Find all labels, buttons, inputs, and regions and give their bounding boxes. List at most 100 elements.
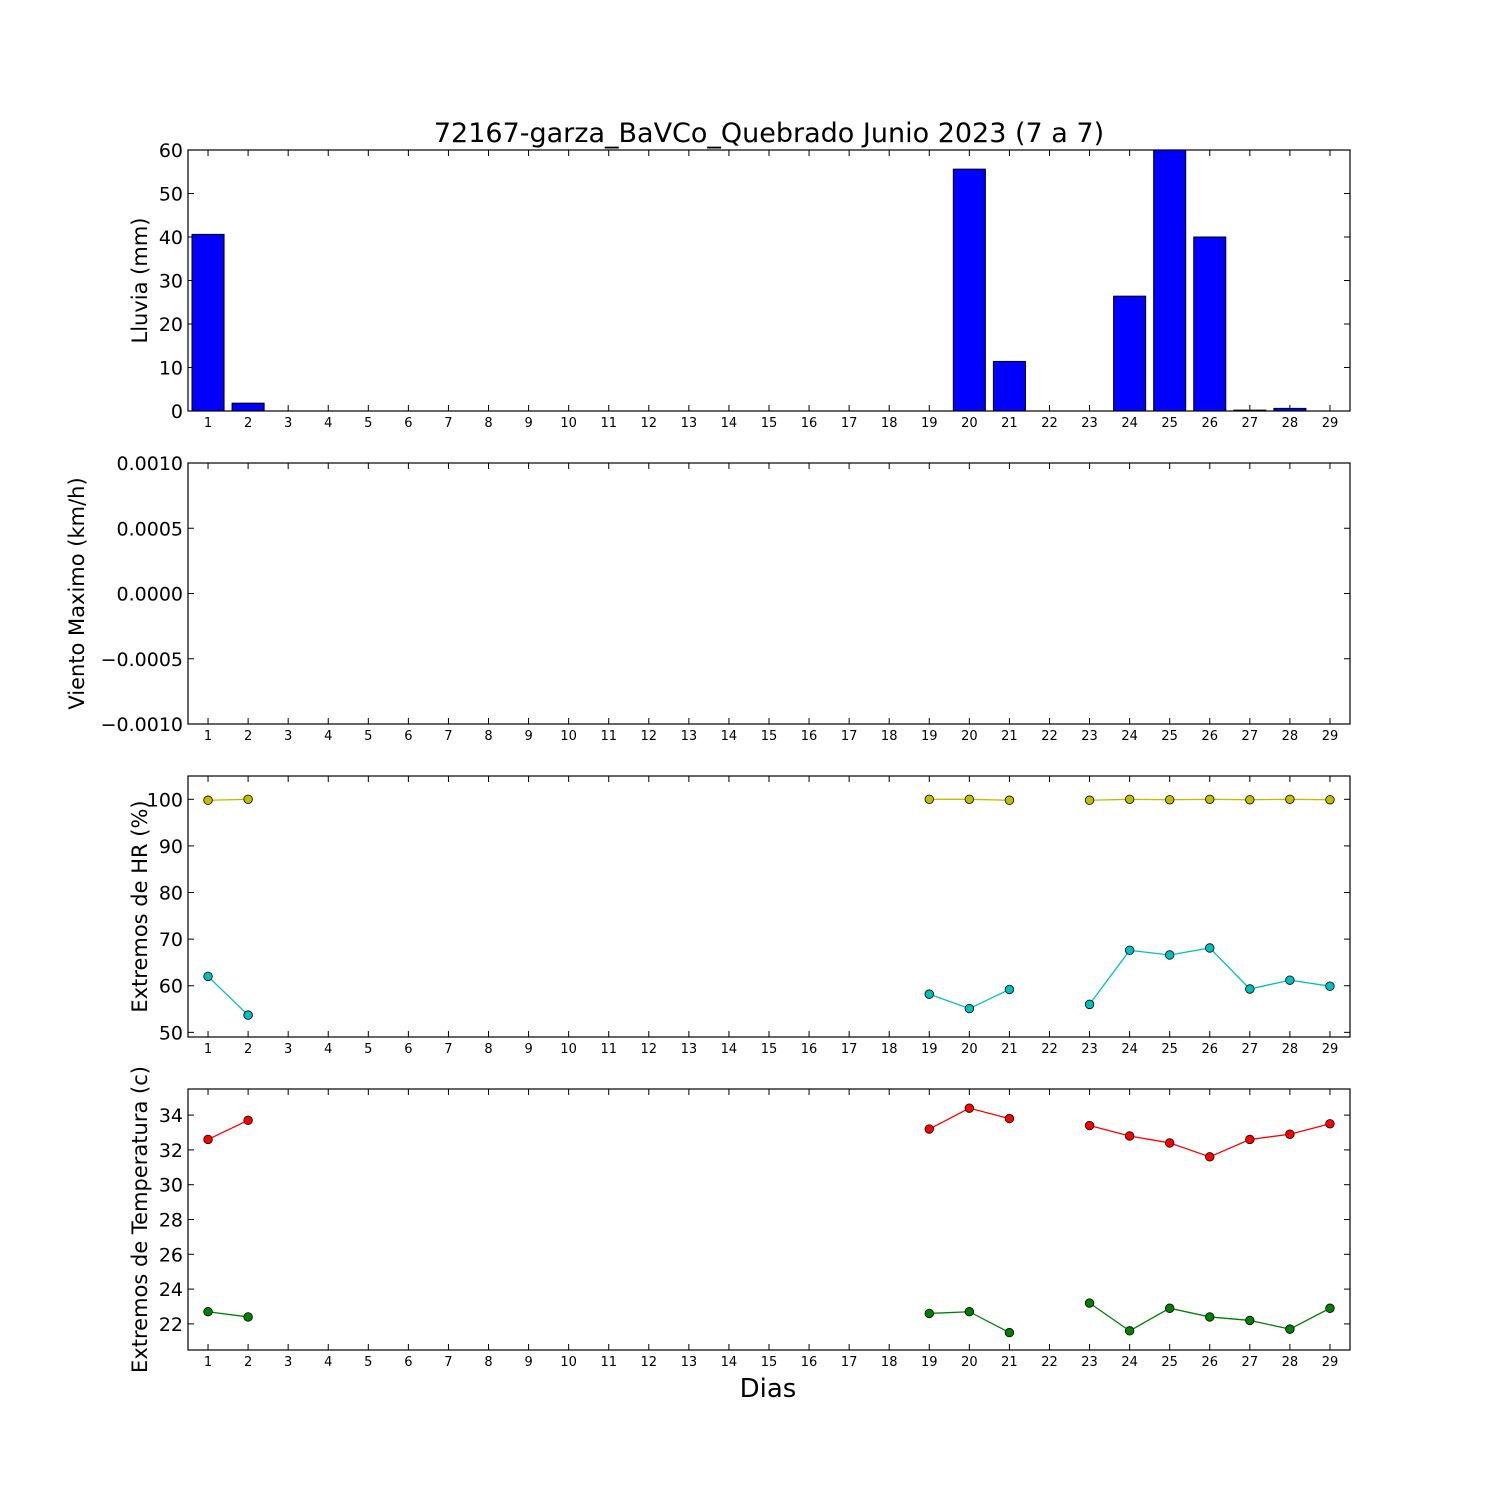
x-tick-label: 20 xyxy=(961,729,978,744)
y-tick-label: 0.0000 xyxy=(117,584,183,606)
x-tick-label: 28 xyxy=(1282,1355,1299,1370)
x-tick-label: 14 xyxy=(721,1355,738,1370)
x-tick-label: 14 xyxy=(721,729,738,744)
hr_min-point xyxy=(1084,999,1095,1010)
x-tick-label: 1 xyxy=(204,1042,212,1057)
x-tick-label: 9 xyxy=(524,1355,532,1370)
y-tick-label: 60 xyxy=(159,976,183,998)
x-tick-label: 7 xyxy=(444,1042,452,1057)
y-tick-label: 70 xyxy=(159,929,183,951)
x-tick-label: 27 xyxy=(1242,416,1259,431)
x-tick-label: 5 xyxy=(364,416,372,431)
y-tick-label: 80 xyxy=(159,883,183,905)
temp_min-point xyxy=(924,1308,934,1319)
y-tick-label: 20 xyxy=(159,314,183,336)
x-tick-label: 26 xyxy=(1201,1355,1218,1370)
x-tick-label: 6 xyxy=(404,416,412,431)
x-tick-label: 3 xyxy=(284,1355,292,1370)
y-tick-label: 50 xyxy=(159,1022,183,1044)
x-tick-label: 25 xyxy=(1161,1355,1178,1370)
y-axis-label: Lluvia (mm) xyxy=(128,218,152,344)
hr_min-point xyxy=(1124,945,1135,956)
y-tick-label: 90 xyxy=(159,836,183,858)
temp_min-line xyxy=(207,1311,249,1318)
x-tick-label: 2 xyxy=(244,1042,252,1057)
x-tick-label: 22 xyxy=(1041,416,1058,431)
x-tick-label: 12 xyxy=(641,729,658,744)
temp_max-point xyxy=(924,1124,934,1134)
x-tick-label: 19 xyxy=(921,1042,938,1057)
x-tick-label: 3 xyxy=(284,1042,292,1057)
y-tick-label: −0.0010 xyxy=(101,714,183,736)
hr_min-point xyxy=(964,1003,975,1014)
x-tick-label: 22 xyxy=(1041,729,1058,744)
x-tick-label: 13 xyxy=(681,1042,698,1057)
x-tick-label: 7 xyxy=(444,1355,452,1370)
x-tick-label: 12 xyxy=(641,1042,658,1057)
x-tick-label: 16 xyxy=(801,1355,818,1370)
x-tick-label: 1 xyxy=(204,729,212,744)
y-axis-label: Extremos de Temperatura (c) xyxy=(128,1066,152,1373)
x-tick-label: 22 xyxy=(1041,1042,1058,1057)
x-tick-label: 12 xyxy=(641,416,658,431)
x-tick-label: 25 xyxy=(1161,729,1178,744)
x-tick-label: 16 xyxy=(801,1042,818,1057)
hr_min-point xyxy=(1164,950,1175,960)
x-tick-label: 6 xyxy=(404,1042,412,1057)
x-tick-label: 20 xyxy=(961,1355,978,1370)
rain-bar xyxy=(952,168,986,412)
x-tick-label: 17 xyxy=(841,416,858,431)
x-tick-label: 5 xyxy=(364,1355,372,1370)
x-tick-label: 15 xyxy=(761,416,778,431)
x-tick-label: 24 xyxy=(1121,1355,1138,1370)
x-tick-label: 15 xyxy=(761,1355,778,1370)
chart-title: 72167-garza_BaVCo_Quebrado Junio 2023 (7… xyxy=(434,118,1104,149)
x-tick-label: 21 xyxy=(1001,1355,1018,1370)
temp_min-point xyxy=(964,1307,975,1317)
x-tick-label: 23 xyxy=(1081,729,1098,744)
y-tick-label: 30 xyxy=(159,1175,183,1197)
x-tick-label: 23 xyxy=(1081,1355,1098,1370)
x-tick-label: 18 xyxy=(881,1355,898,1370)
y-tick-label: −0.0005 xyxy=(101,649,183,671)
temp_min-point xyxy=(203,1307,213,1317)
x-tick-label: 21 xyxy=(1001,416,1018,431)
temp_min-point xyxy=(1084,1298,1095,1308)
x-tick-label: 4 xyxy=(324,729,332,744)
x-tick-label: 8 xyxy=(484,416,492,431)
hr_max-point xyxy=(924,794,934,805)
hr_min-line xyxy=(207,975,249,1016)
x-tick-label: 11 xyxy=(600,1042,617,1057)
y-tick-label: 60 xyxy=(159,140,183,162)
x-tick-label: 3 xyxy=(284,729,292,744)
x-tick-label: 7 xyxy=(444,416,452,431)
x-tick-label: 25 xyxy=(1161,1042,1178,1057)
y-tick-label: 30 xyxy=(159,271,183,293)
x-tick-label: 18 xyxy=(881,416,898,431)
x-tick-label: 11 xyxy=(600,729,617,744)
x-tick-label: 17 xyxy=(841,1042,858,1057)
temp_min-point xyxy=(1205,1312,1215,1322)
y-tick-label: 28 xyxy=(159,1210,183,1232)
hr_min-point xyxy=(1325,981,1335,991)
x-tick-label: 12 xyxy=(641,1355,658,1370)
hr_max-point xyxy=(1124,794,1135,805)
temperature-frame xyxy=(187,1088,1351,1351)
x-tick-label: 20 xyxy=(961,1042,978,1057)
x-tick-label: 9 xyxy=(524,416,532,431)
hr_max-point xyxy=(1004,795,1015,805)
x-tick-label: 1 xyxy=(204,1355,212,1370)
x-tick-label: 10 xyxy=(560,1355,577,1370)
hr_min-point xyxy=(1285,975,1295,985)
x-tick-label: 13 xyxy=(681,1355,698,1370)
x-tick-label: 24 xyxy=(1121,416,1138,431)
hr_max-point xyxy=(203,795,213,805)
x-tick-label: 29 xyxy=(1322,1042,1339,1057)
y-tick-label: 50 xyxy=(159,184,183,206)
x-tick-label: 4 xyxy=(324,1042,332,1057)
temp_min-point xyxy=(1164,1303,1175,1313)
x-tick-label: 8 xyxy=(484,1042,492,1057)
x-tick-label: 29 xyxy=(1322,416,1339,431)
